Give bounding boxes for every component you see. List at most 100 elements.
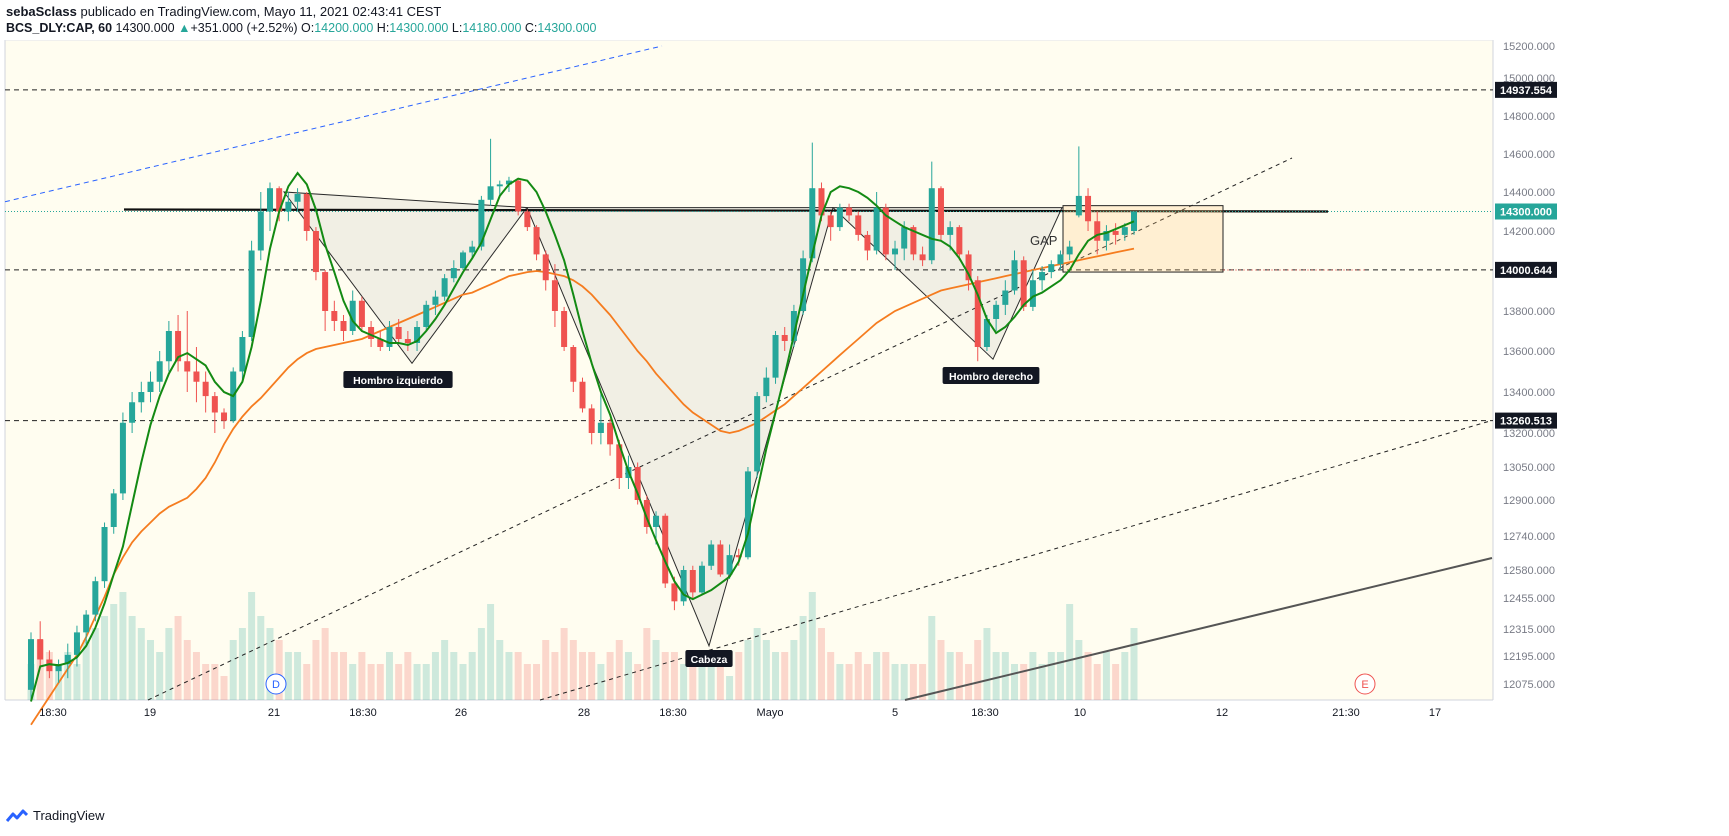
volume-bar: [551, 652, 559, 700]
candle-body: [496, 184, 503, 187]
candle-body: [533, 227, 540, 255]
candle-body: [294, 193, 301, 202]
candle: [597, 392, 604, 445]
candle-body: [239, 337, 246, 372]
candle-body: [763, 377, 770, 397]
candle-body: [1066, 246, 1073, 255]
volume-bar: [689, 664, 697, 700]
candle-body: [772, 335, 779, 378]
x-tick-label: 10: [1074, 707, 1086, 719]
candle: [386, 321, 393, 351]
candle: [717, 540, 724, 577]
price-label-text: 14000.644: [1500, 265, 1553, 277]
volume-bar: [376, 664, 384, 700]
candle-body: [1094, 221, 1101, 241]
candle-body: [827, 215, 834, 228]
volume-bar: [192, 652, 200, 700]
right-shoulder-label-bg: [942, 367, 1040, 384]
volume-bar: [661, 652, 669, 700]
x-tick-label: 18:30: [349, 707, 377, 719]
candle-body: [193, 371, 200, 382]
volume-bar: [119, 592, 127, 700]
y-tick-label: 14400.000: [1503, 187, 1555, 199]
x-tick-label: 18:30: [659, 707, 687, 719]
x-tick-label: 18:30: [39, 707, 67, 719]
x-tick-label: 17: [1429, 707, 1441, 719]
volume-bar: [303, 664, 311, 700]
volume-bar: [790, 640, 798, 700]
volume-bar: [983, 628, 991, 700]
candle: [1103, 225, 1110, 251]
candle-body: [781, 335, 788, 341]
candle-body: [937, 188, 944, 235]
candle-body: [524, 211, 531, 228]
tradingview-logo-icon[interactable]: [6, 809, 28, 823]
volume-bar: [579, 652, 586, 700]
candle-body: [184, 361, 191, 372]
candle: [643, 495, 650, 534]
candle-body: [432, 296, 439, 305]
x-tick-label: 21:30: [1332, 707, 1360, 719]
volume-bar: [652, 640, 660, 700]
candle: [285, 192, 292, 222]
volume-bar: [707, 664, 715, 700]
symbol-label[interactable]: BCS_DLY:CAP, 60: [6, 21, 113, 35]
right-shoulder-triangle: [831, 207, 1063, 361]
candle-body: [83, 614, 90, 633]
candle-body: [1039, 272, 1046, 281]
candle: [28, 632, 34, 702]
candle: [698, 561, 705, 595]
candle: [515, 178, 522, 216]
candle: [1048, 260, 1055, 279]
candle: [221, 408, 228, 429]
candle-body: [983, 319, 990, 347]
price-chart[interactable]: Hombro izquierdo Cabeza Hombro derecho GAP D…: [0, 40, 1729, 796]
candle-body: [73, 632, 80, 655]
candles: [28, 138, 1137, 702]
candle: [855, 211, 862, 241]
candle-body: [809, 188, 816, 259]
x-tick-label: 19: [144, 707, 156, 719]
candle-body: [349, 300, 356, 331]
candle-body: [404, 339, 411, 343]
low-label: L:: [451, 21, 463, 35]
candle-body: [358, 300, 365, 327]
candle: [1085, 188, 1092, 231]
candle-body: [551, 280, 558, 311]
x-tick-label: Mayo: [757, 707, 784, 719]
candle: [836, 203, 843, 231]
brand-name[interactable]: TradingView: [33, 808, 105, 823]
close-label: C:: [524, 21, 538, 35]
volume-bar: [284, 652, 292, 700]
high-label: H:: [376, 21, 390, 35]
trendline-solid: [904, 557, 1493, 701]
volume-bar: [799, 616, 807, 700]
price-label-badge: 14300.000: [1495, 203, 1557, 220]
volume-bar: [450, 652, 458, 700]
volume-bar: [744, 640, 752, 700]
y-tick-label: 12740.000: [1503, 531, 1555, 543]
candle-body: [882, 207, 889, 255]
pattern-triangles: [282, 191, 1063, 648]
volume-bar: [1029, 652, 1037, 700]
candle: [202, 371, 209, 413]
candle: [561, 306, 568, 351]
y-tick-label: 14800.000: [1503, 111, 1555, 123]
candle: [496, 180, 503, 196]
volume-bar: [716, 664, 724, 700]
right-shoulder-label: Hombro derecho: [942, 367, 1040, 384]
candle-body: [28, 639, 34, 690]
author-name[interactable]: sebaSclass: [6, 4, 77, 19]
candle-body: [653, 515, 660, 527]
price-label-text: 14300.000: [1500, 207, 1552, 219]
candle-body: [248, 250, 255, 337]
volume-bar: [1075, 640, 1083, 700]
volume-bar: [1121, 652, 1129, 700]
candle-body: [1131, 211, 1137, 231]
candle: [919, 246, 926, 267]
volume-bar: [597, 664, 605, 700]
candle-body: [1048, 264, 1055, 273]
volume-bar: [477, 628, 485, 700]
candle: [294, 188, 301, 212]
candle-body: [956, 227, 963, 255]
